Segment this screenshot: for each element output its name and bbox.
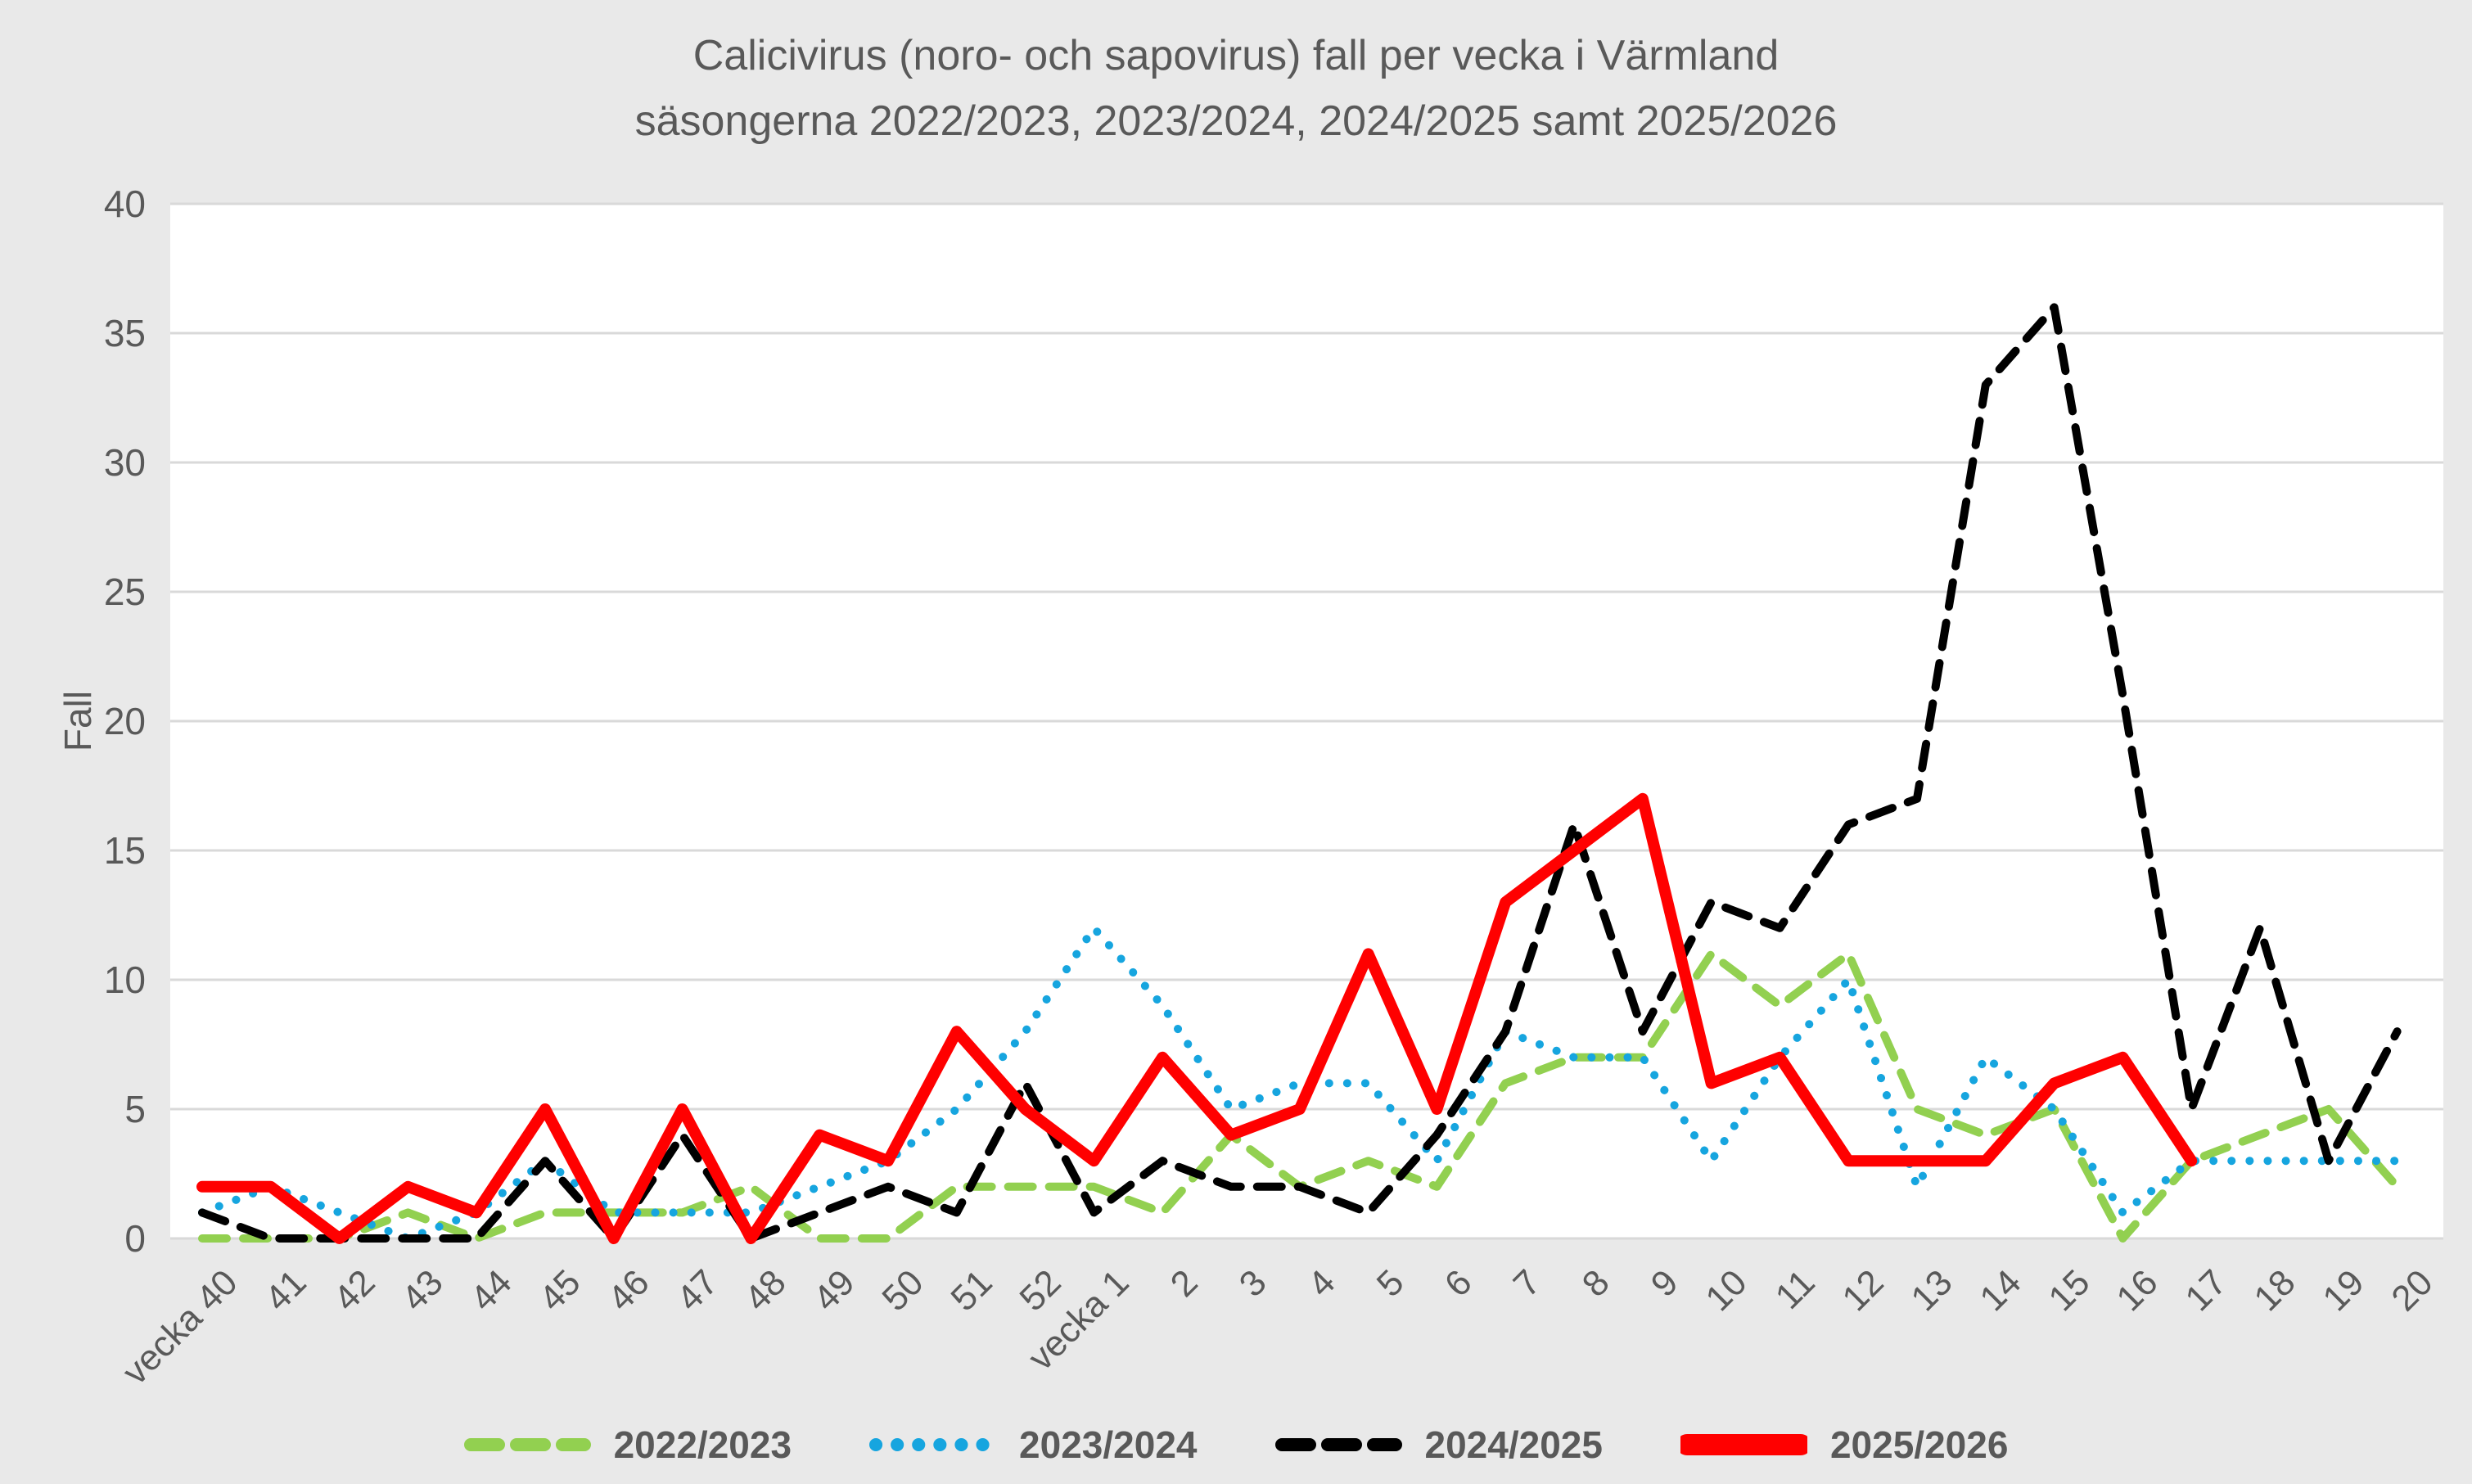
y-axis-title: Fall xyxy=(56,690,99,752)
y-tick-label-5: 5 xyxy=(124,1088,146,1130)
legend-marker-2022-2023 xyxy=(463,1438,591,1451)
chart-title-line2: säsongerna 2022/2023, 2023/2024, 2024/20… xyxy=(634,97,1838,145)
legend-marker-2023-2024 xyxy=(869,1438,997,1451)
y-tick-label-20: 20 xyxy=(103,700,146,742)
legend-label-2023-2024: 2023/2024 xyxy=(1019,1423,1198,1466)
legend-marker-2025-2026 xyxy=(1680,1434,1807,1455)
series-line-2025-2026 xyxy=(196,792,2198,1244)
legend-item-2025-2026: 2025/2026 xyxy=(1680,1423,2008,1467)
legend-label-2024-2025: 2024/2025 xyxy=(1424,1423,1603,1466)
y-tick-label-0: 0 xyxy=(124,1217,146,1260)
chart-title-line1: Calicivirus (noro- och sapovirus) fall p… xyxy=(692,32,1780,79)
legend-item-2024-2025: 2024/2025 xyxy=(1274,1423,1603,1467)
y-tick-label-25: 25 xyxy=(103,571,146,613)
y-tick-label-40: 40 xyxy=(103,183,146,225)
y-tick-label-15: 15 xyxy=(103,829,146,872)
legend-item-2023-2024: 2023/2024 xyxy=(869,1423,1198,1467)
chart-title: Calicivirus (noro- och sapovirus) fall p… xyxy=(0,23,2472,154)
legend-label-2025-2026: 2025/2026 xyxy=(1829,1423,2009,1466)
legend-label-2022-2023: 2022/2023 xyxy=(613,1423,792,1466)
y-tick-label-10: 10 xyxy=(103,959,146,1001)
chart-legend: 2022/2023 2023/2024 2024/2025 2025/2026 xyxy=(0,1423,2472,1467)
y-tick-label-35: 35 xyxy=(103,312,146,354)
legend-marker-2024-2025 xyxy=(1274,1438,1402,1451)
y-tick-label-30: 30 xyxy=(103,441,146,484)
legend-item-2022-2023: 2022/2023 xyxy=(463,1423,792,1467)
series-line-2024-2025 xyxy=(198,303,2402,1243)
